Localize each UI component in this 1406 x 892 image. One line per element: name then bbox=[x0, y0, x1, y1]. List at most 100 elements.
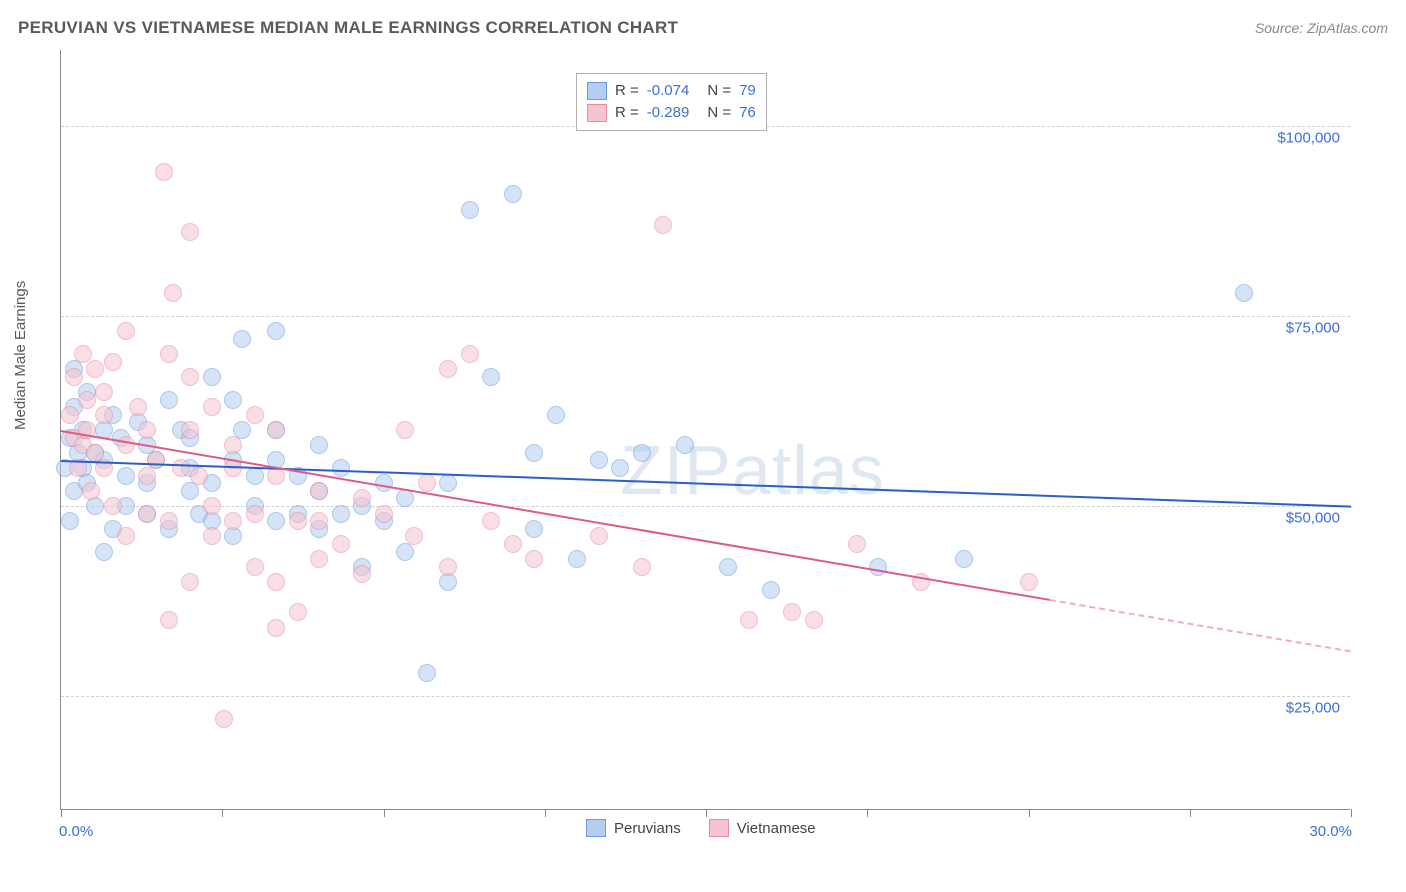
y-tick-label: $75,000 bbox=[1286, 320, 1340, 337]
scatter-point bbox=[289, 512, 307, 530]
scatter-point bbox=[310, 550, 328, 568]
scatter-point bbox=[310, 436, 328, 454]
scatter-point bbox=[418, 474, 436, 492]
stat-r-value: -0.289 bbox=[647, 104, 690, 121]
scatter-point bbox=[482, 368, 500, 386]
scatter-point bbox=[783, 603, 801, 621]
scatter-point bbox=[155, 163, 173, 181]
scatter-point bbox=[203, 398, 221, 416]
legend-swatch bbox=[709, 819, 729, 837]
scatter-point bbox=[129, 398, 147, 416]
scatter-point bbox=[181, 223, 199, 241]
scatter-point bbox=[246, 558, 264, 576]
stat-n-label: N = bbox=[707, 104, 731, 121]
chart-header: PERUVIAN VS VIETNAMESE MEDIAN MALE EARNI… bbox=[18, 18, 1388, 38]
scatter-point bbox=[267, 322, 285, 340]
scatter-point bbox=[396, 489, 414, 507]
gridline-h bbox=[61, 696, 1350, 697]
scatter-point bbox=[654, 216, 672, 234]
x-tick bbox=[384, 809, 385, 817]
stats-row: R = -0.074N = 79 bbox=[587, 80, 756, 102]
watermark: ZIPatlas bbox=[620, 430, 885, 510]
scatter-point bbox=[233, 330, 251, 348]
scatter-point bbox=[181, 421, 199, 439]
scatter-point bbox=[224, 391, 242, 409]
y-tick-label: $100,000 bbox=[1277, 130, 1340, 147]
scatter-point bbox=[332, 459, 350, 477]
scatter-point bbox=[869, 558, 887, 576]
correlation-stats-box: R = -0.074N = 79R = -0.289N = 76 bbox=[576, 73, 767, 131]
scatter-point bbox=[95, 406, 113, 424]
x-tick-label: 30.0% bbox=[1309, 823, 1352, 840]
scatter-point bbox=[525, 520, 543, 538]
scatter-point bbox=[762, 581, 780, 599]
scatter-point bbox=[332, 505, 350, 523]
scatter-point bbox=[439, 558, 457, 576]
x-tick-label: 0.0% bbox=[59, 823, 93, 840]
scatter-point bbox=[74, 345, 92, 363]
source-attribution: Source: ZipAtlas.com bbox=[1255, 20, 1388, 36]
legend-item: Vietnamese bbox=[709, 819, 816, 837]
scatter-point bbox=[375, 505, 393, 523]
scatter-point bbox=[160, 391, 178, 409]
x-tick bbox=[1029, 809, 1030, 817]
series-legend: Peruvians Vietnamese bbox=[586, 819, 816, 837]
scatter-point bbox=[65, 368, 83, 386]
scatter-point bbox=[160, 512, 178, 530]
scatter-point bbox=[95, 383, 113, 401]
legend-item: Peruvians bbox=[586, 819, 681, 837]
scatter-point bbox=[418, 664, 436, 682]
scatter-point bbox=[310, 482, 328, 500]
scatter-point bbox=[215, 710, 233, 728]
y-axis-label: Median Male Earnings bbox=[12, 281, 29, 430]
scatter-point bbox=[1235, 284, 1253, 302]
scatter-point bbox=[117, 527, 135, 545]
scatter-point bbox=[82, 482, 100, 500]
chart-title: PERUVIAN VS VIETNAMESE MEDIAN MALE EARNI… bbox=[18, 18, 678, 38]
scatter-point bbox=[461, 345, 479, 363]
stat-n-value: 76 bbox=[739, 104, 756, 121]
stat-r-label: R = bbox=[615, 104, 639, 121]
scatter-point bbox=[611, 459, 629, 477]
scatter-plot-area: $25,000$50,000$75,000$100,0000.0%30.0%ZI… bbox=[60, 50, 1350, 810]
scatter-point bbox=[633, 444, 651, 462]
scatter-point bbox=[78, 391, 96, 409]
scatter-point bbox=[138, 505, 156, 523]
scatter-point bbox=[525, 550, 543, 568]
scatter-point bbox=[482, 512, 500, 530]
scatter-point bbox=[439, 360, 457, 378]
scatter-point bbox=[246, 467, 264, 485]
scatter-point bbox=[246, 406, 264, 424]
scatter-point bbox=[138, 421, 156, 439]
scatter-point bbox=[267, 619, 285, 637]
scatter-point bbox=[289, 603, 307, 621]
stat-r-label: R = bbox=[615, 82, 639, 99]
legend-swatch bbox=[587, 82, 607, 100]
legend-label: Peruvians bbox=[614, 820, 681, 837]
scatter-point bbox=[160, 345, 178, 363]
scatter-point bbox=[61, 406, 79, 424]
legend-label: Vietnamese bbox=[737, 820, 816, 837]
scatter-point bbox=[203, 497, 221, 515]
x-tick bbox=[1351, 809, 1352, 817]
scatter-point bbox=[676, 436, 694, 454]
scatter-point bbox=[1020, 573, 1038, 591]
scatter-point bbox=[504, 185, 522, 203]
scatter-point bbox=[181, 368, 199, 386]
scatter-point bbox=[95, 543, 113, 561]
x-tick bbox=[61, 809, 62, 817]
gridline-h bbox=[61, 316, 1350, 317]
scatter-point bbox=[405, 527, 423, 545]
scatter-point bbox=[203, 527, 221, 545]
scatter-point bbox=[246, 505, 264, 523]
x-tick bbox=[545, 809, 546, 817]
scatter-point bbox=[310, 512, 328, 530]
scatter-point bbox=[504, 535, 522, 553]
scatter-point bbox=[267, 573, 285, 591]
stat-n-value: 79 bbox=[739, 82, 756, 99]
scatter-point bbox=[525, 444, 543, 462]
scatter-point bbox=[160, 611, 178, 629]
scatter-point bbox=[104, 497, 122, 515]
scatter-point bbox=[439, 474, 457, 492]
scatter-point bbox=[224, 512, 242, 530]
